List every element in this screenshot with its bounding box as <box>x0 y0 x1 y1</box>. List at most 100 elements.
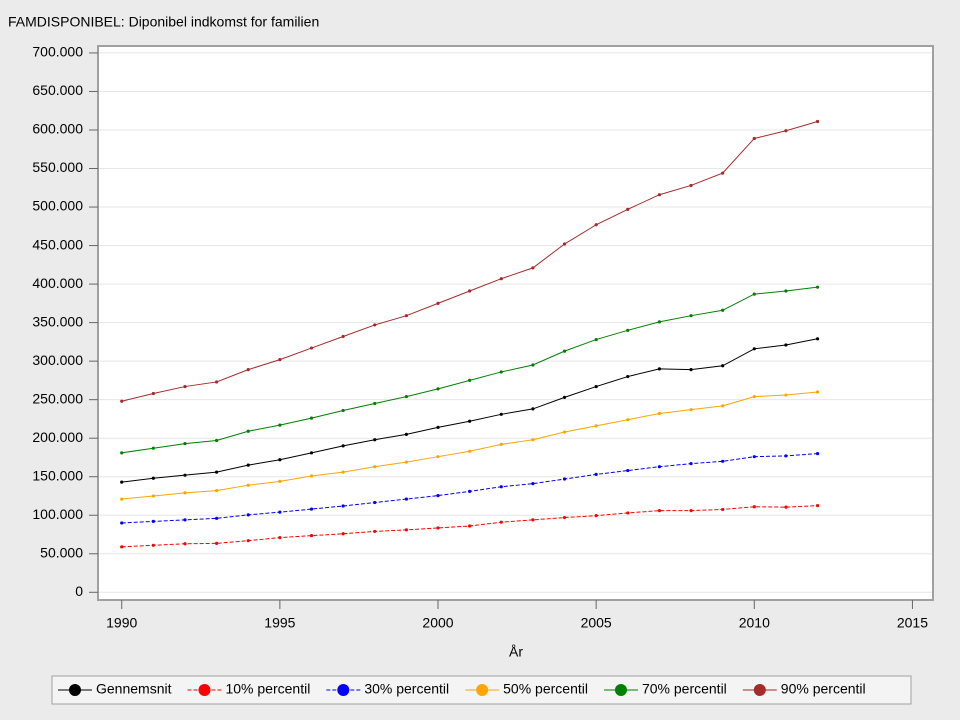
x-tick-label: 2010 <box>739 615 770 631</box>
data-point <box>468 378 472 383</box>
data-point <box>309 474 314 478</box>
legend-label: 90% percentil <box>781 681 866 697</box>
legend-marker <box>198 684 211 696</box>
data-point <box>246 429 250 433</box>
chart-title: FAMDISPONIBEL: Diponibel indkomst for fa… <box>8 14 319 30</box>
data-point <box>657 193 662 197</box>
data-point <box>246 368 250 372</box>
data-point <box>499 277 503 281</box>
data-point <box>151 543 155 547</box>
data-point <box>468 419 472 423</box>
y-tick-label: 500.000 <box>32 198 83 214</box>
legend-marker <box>614 684 627 696</box>
data-point <box>309 451 314 455</box>
data-point <box>404 314 408 318</box>
y-tick-label: 450.000 <box>32 236 83 252</box>
data-point <box>689 368 693 372</box>
data-point <box>689 462 693 466</box>
data-point <box>215 488 219 493</box>
data-point <box>499 412 503 416</box>
data-point <box>341 444 345 448</box>
data-point <box>151 494 155 498</box>
data-point <box>562 515 567 520</box>
data-point <box>468 449 472 453</box>
legend-label: Gennemsnit <box>96 681 172 697</box>
data-point <box>562 430 567 434</box>
data-point <box>246 539 250 543</box>
legend-marker <box>476 684 489 696</box>
y-tick-label: 150.000 <box>32 467 83 483</box>
data-point <box>373 438 377 442</box>
data-point <box>151 519 155 524</box>
legend-label: 50% percentil <box>503 681 588 697</box>
data-point <box>341 504 345 508</box>
data-point <box>752 455 756 459</box>
data-point <box>215 541 219 545</box>
data-point <box>594 223 598 227</box>
data-point <box>468 524 472 528</box>
y-tick-label: 350.000 <box>32 313 83 329</box>
data-point <box>531 266 535 270</box>
data-point <box>784 343 788 347</box>
data-point <box>594 514 598 518</box>
data-point <box>373 401 377 406</box>
x-tick-label: 1995 <box>264 615 295 631</box>
data-point <box>120 521 124 525</box>
data-point <box>499 520 503 524</box>
data-point <box>373 465 377 469</box>
legend-marker <box>753 684 766 696</box>
data-point <box>215 516 219 520</box>
data-point <box>183 441 187 446</box>
data-point <box>784 454 788 458</box>
data-point <box>594 384 598 389</box>
data-point <box>436 425 440 430</box>
data-point <box>341 334 345 339</box>
data-point <box>341 408 345 413</box>
data-point <box>278 458 282 462</box>
data-point <box>404 528 408 532</box>
data-point <box>120 545 124 549</box>
data-point <box>721 507 725 512</box>
data-point <box>404 460 408 464</box>
x-tick-label: 2000 <box>422 615 453 631</box>
data-point <box>594 424 598 428</box>
data-point <box>151 391 155 396</box>
data-point <box>657 465 662 469</box>
x-tick-label: 1990 <box>106 615 137 631</box>
data-point <box>183 384 187 389</box>
data-point <box>373 323 377 327</box>
x-tick-label: 2015 <box>897 615 928 631</box>
data-point <box>752 505 756 509</box>
legend-label: 10% percentil <box>225 681 310 697</box>
data-point <box>594 337 598 342</box>
y-tick-label: 650.000 <box>32 82 83 98</box>
data-point <box>246 463 250 467</box>
data-point <box>562 395 567 399</box>
data-point <box>784 129 788 133</box>
data-point <box>436 455 440 459</box>
data-point <box>246 513 250 517</box>
data-point <box>151 446 155 450</box>
y-tick-label: 550.000 <box>32 159 83 175</box>
data-point <box>721 364 725 368</box>
legend-label: 70% percentil <box>642 681 727 697</box>
data-point <box>373 529 377 534</box>
data-point <box>215 470 219 474</box>
data-point <box>626 207 630 211</box>
y-tick-label: 50.000 <box>40 544 83 560</box>
data-point <box>436 301 440 305</box>
legend-marker <box>337 684 350 696</box>
data-point <box>752 347 756 351</box>
data-point <box>278 510 282 514</box>
data-point <box>468 489 472 493</box>
data-point <box>499 442 503 446</box>
data-point <box>626 511 630 515</box>
data-point <box>752 394 756 399</box>
legend-marker <box>69 684 81 696</box>
y-tick-label: 250.000 <box>32 390 83 406</box>
data-point <box>531 482 535 486</box>
data-point <box>657 367 662 371</box>
data-point <box>531 363 535 367</box>
data-point <box>815 390 820 394</box>
data-point <box>815 119 820 124</box>
